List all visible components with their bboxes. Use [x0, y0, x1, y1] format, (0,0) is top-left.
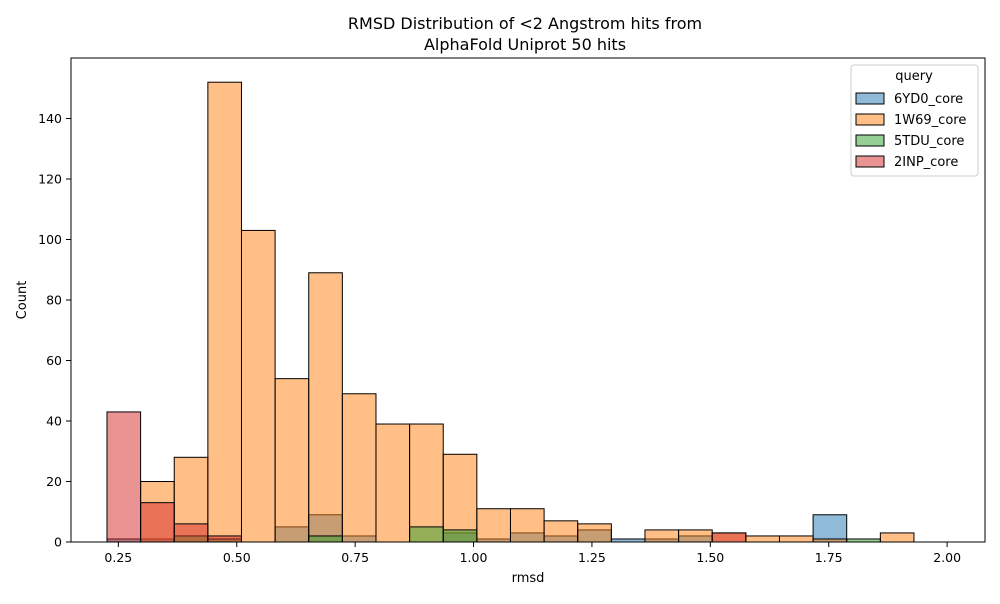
- x-tick-label: 1.25: [578, 550, 606, 565]
- bar-1w69-core-bin-12: [509, 508, 545, 543]
- bar-1w69-core-bin-11: [476, 508, 511, 543]
- y-tick-label: 100: [38, 232, 62, 247]
- y-tick-label: 20: [46, 474, 62, 489]
- y-axis-label: Count: [15, 281, 30, 320]
- legend-swatch-2inp-core: [855, 155, 885, 168]
- bar-1w69-core-bin-20: [778, 535, 814, 543]
- x-axis-ticks: 0.25 0.50 0.75 1.00 1.25 1.50 1.75 2.00: [104, 542, 961, 565]
- legend: query 6YD0_core 1W69_core 5TDU_core 2INP_co…: [850, 64, 979, 177]
- bar-1w69-core-bin-4: [240, 229, 276, 543]
- y-tick-label: 40: [46, 414, 62, 429]
- bar-1w69-core-bin-8: [375, 423, 411, 543]
- bar-5tdu-core-bin-10: [442, 529, 478, 543]
- bar-6yd0-core-bin-21: [812, 514, 848, 543]
- bar-2inp-core-bin-0: [106, 411, 142, 543]
- x-tick-label: 0.50: [223, 550, 251, 565]
- bar-1w69-core-bin-7: [341, 393, 377, 543]
- bars-group: [106, 81, 915, 543]
- legend-swatch-1w69-core: [855, 113, 885, 126]
- legend-swatch-5tdu-core: [855, 134, 885, 147]
- x-tick-label: 1.50: [696, 550, 724, 565]
- bar-2inp-core-bin-1: [140, 502, 175, 543]
- chart-title-line-1: RMSD Distribution of <2 Angstrom hits fr…: [348, 14, 702, 33]
- bar-1w69-core-bin-3: [207, 81, 242, 543]
- bar-2inp-core-bin-3: [207, 535, 242, 543]
- bar-5tdu-core-bin-9: [409, 526, 444, 543]
- y-tick-label: 120: [38, 172, 62, 187]
- bar-1w69-core-bin-16: [644, 529, 680, 543]
- bar-1w69-core-bin-9: [409, 423, 444, 543]
- x-tick-label: 0.75: [341, 550, 369, 565]
- bar-1w69-core-bin-10: [442, 453, 478, 543]
- x-tick-label: 1.00: [460, 550, 488, 565]
- legend-label-1w69-core: 1W69_core: [894, 113, 966, 128]
- legend-label-2inp-core: 2INP_core: [894, 155, 958, 170]
- legend-title: query: [895, 69, 933, 84]
- bar-2inp-core-bin-2: [173, 523, 209, 543]
- plot-frame: [70, 57, 986, 543]
- bar-1w69-core-bin-19: [745, 535, 780, 543]
- y-tick-label: 80: [46, 293, 62, 308]
- bar-1w69-core-bin-5: [274, 378, 310, 543]
- y-axis-ticks: 0 20 40 60 80 100 120 140: [38, 111, 71, 550]
- bar-2inp-core-bin-18: [711, 532, 747, 543]
- legend-swatch-6yd0-core: [855, 92, 885, 105]
- bar-1w69-core-bin-6: [308, 272, 343, 543]
- legend-label-6yd0-core: 6YD0_core: [894, 92, 963, 107]
- legend-label-5tdu-core: 5TDU_core: [894, 134, 964, 149]
- bar-5tdu-core-bin-6: [308, 535, 343, 543]
- y-tick-label: 60: [46, 353, 62, 368]
- bar-1w69-core-bin-13: [543, 520, 579, 543]
- chart-title-line-2: AlphaFold Uniprot 50 hits: [424, 35, 626, 54]
- x-tick-label: 2.00: [933, 550, 961, 565]
- bar-1w69-core-bin-23: [879, 532, 915, 543]
- x-tick-label: 0.25: [104, 550, 132, 565]
- bar-1w69-core-bin-14: [577, 523, 612, 543]
- legend-items: 6YD0_core 1W69_core 5TDU_core 2INP_core: [855, 92, 966, 170]
- y-tick-label: 0: [54, 535, 62, 550]
- x-axis-label: rmsd: [512, 571, 545, 586]
- x-tick-label: 1.75: [815, 550, 843, 565]
- y-tick-label: 140: [38, 111, 62, 126]
- bar-1w69-core-bin-17: [678, 529, 713, 543]
